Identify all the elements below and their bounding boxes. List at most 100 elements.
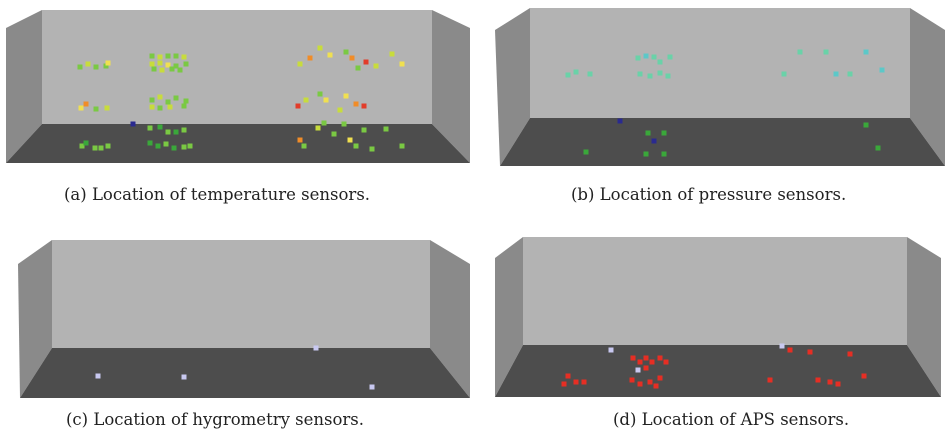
floor <box>20 348 470 398</box>
left-wall <box>495 237 523 397</box>
temperature-sensor <box>103 63 109 69</box>
aps-sensor <box>657 355 663 361</box>
panel-pressure: (b) Location of pressure sensors. <box>475 0 950 220</box>
temperature-sensor <box>349 55 355 61</box>
temperature-sensor <box>343 49 349 55</box>
aps-sensor <box>827 379 833 385</box>
aps-sensor <box>861 373 867 379</box>
pressure-sensor <box>573 69 579 75</box>
temperature-sensor <box>165 62 171 68</box>
aps-sensor <box>779 343 785 349</box>
temperature-sensor <box>399 143 405 149</box>
pressure-sensor <box>647 73 653 79</box>
temperature-sensor <box>369 146 375 152</box>
temperature-sensor <box>165 99 171 105</box>
temperature-sensor <box>181 127 187 133</box>
aps-sensor <box>657 375 663 381</box>
aps-sensor <box>815 377 821 383</box>
aps-sensor <box>565 373 571 379</box>
temperature-sensor <box>149 104 155 110</box>
temperature-sensor <box>317 45 323 51</box>
temperature-sensor <box>155 143 161 149</box>
pressure-sensor <box>587 71 593 77</box>
floor <box>495 345 941 397</box>
temperature-sensor <box>177 67 183 73</box>
temperature-sensor <box>295 103 301 109</box>
temperature-sensors <box>77 45 405 152</box>
temperature-sensor <box>173 63 179 69</box>
temperature-sensor <box>151 66 157 72</box>
pressure-sensor <box>665 73 671 79</box>
temperature-sensor <box>341 121 347 127</box>
temperature-sensor <box>399 61 405 67</box>
pressure-sensor <box>667 54 673 60</box>
temperature-sensor <box>303 97 309 103</box>
temperature-sensor <box>181 103 187 109</box>
pressure-sensor <box>651 54 657 60</box>
right-wall <box>430 240 470 398</box>
panel-aps: (d) Location of APS sensors. <box>475 220 950 440</box>
back-wall <box>530 8 910 118</box>
temperature-sensor <box>163 141 169 147</box>
pressure-sensor <box>583 149 589 155</box>
aps-sensor <box>630 355 636 361</box>
pressure-sensor <box>661 151 667 157</box>
temperature-sensor <box>93 64 99 70</box>
temperature-sensor <box>159 67 165 73</box>
temperature-sensor <box>169 66 175 72</box>
pressure-sensor <box>781 71 787 77</box>
hygrometry-sensor <box>313 345 319 351</box>
aps-sensor <box>629 377 635 383</box>
room-3d-view-aps <box>495 237 941 397</box>
temperature-sensor <box>104 105 110 111</box>
temperature-sensor <box>105 60 111 66</box>
panel-hygrometry: (c) Location of hygrometry sensors. <box>0 220 475 440</box>
temperature-sensor <box>79 143 85 149</box>
room-3d-view-pressure <box>495 8 945 166</box>
temperature-sensor <box>337 107 343 113</box>
temperature-sensor <box>85 61 91 67</box>
back-wall <box>523 237 907 345</box>
temperature-sensor <box>389 51 395 57</box>
temperature-sensor <box>181 144 187 150</box>
temperature-sensor <box>130 121 136 127</box>
pressure-sensor <box>643 53 649 59</box>
right-wall <box>907 237 941 397</box>
aps-sensor <box>649 359 655 365</box>
temperature-sensor <box>105 143 111 149</box>
temperature-sensor <box>355 65 361 71</box>
pressure-sensor <box>651 138 657 144</box>
temperature-sensor <box>321 120 327 126</box>
temperature-sensor <box>315 125 321 131</box>
back-wall <box>42 10 432 124</box>
temperature-sensor <box>78 105 84 111</box>
back-wall <box>52 240 430 348</box>
pressure-sensor <box>833 71 839 77</box>
temperature-sensor <box>187 143 193 149</box>
pressure-sensors <box>565 49 885 157</box>
room-3d-view-hygrometry <box>18 240 470 398</box>
temperature-sensor <box>353 101 359 107</box>
temperature-sensor <box>77 64 83 70</box>
caption-pressure: (b) Location of pressure sensors. <box>571 185 847 204</box>
temperature-sensor <box>331 131 337 137</box>
pressure-sensor <box>657 59 663 65</box>
temperature-sensor <box>98 145 104 151</box>
temperature-sensor <box>297 137 303 143</box>
hygrometry-sensors <box>95 345 375 390</box>
temperature-sensor <box>147 140 153 146</box>
temperature-sensor <box>383 126 389 132</box>
temperature-sensor <box>183 98 189 104</box>
temperature-sensor <box>149 53 155 59</box>
aps-sensor <box>663 359 669 365</box>
pressure-sensor <box>643 151 649 157</box>
pressure-sensor <box>645 130 651 136</box>
temperature-sensor <box>173 53 179 59</box>
temperature-sensor <box>361 103 367 109</box>
aps-sensor <box>637 381 643 387</box>
aps-sensor <box>835 381 841 387</box>
temperature-sensor <box>181 54 187 60</box>
aps-sensor <box>643 355 649 361</box>
pressure-sensor <box>661 130 667 136</box>
pressure-sensor <box>847 71 853 77</box>
